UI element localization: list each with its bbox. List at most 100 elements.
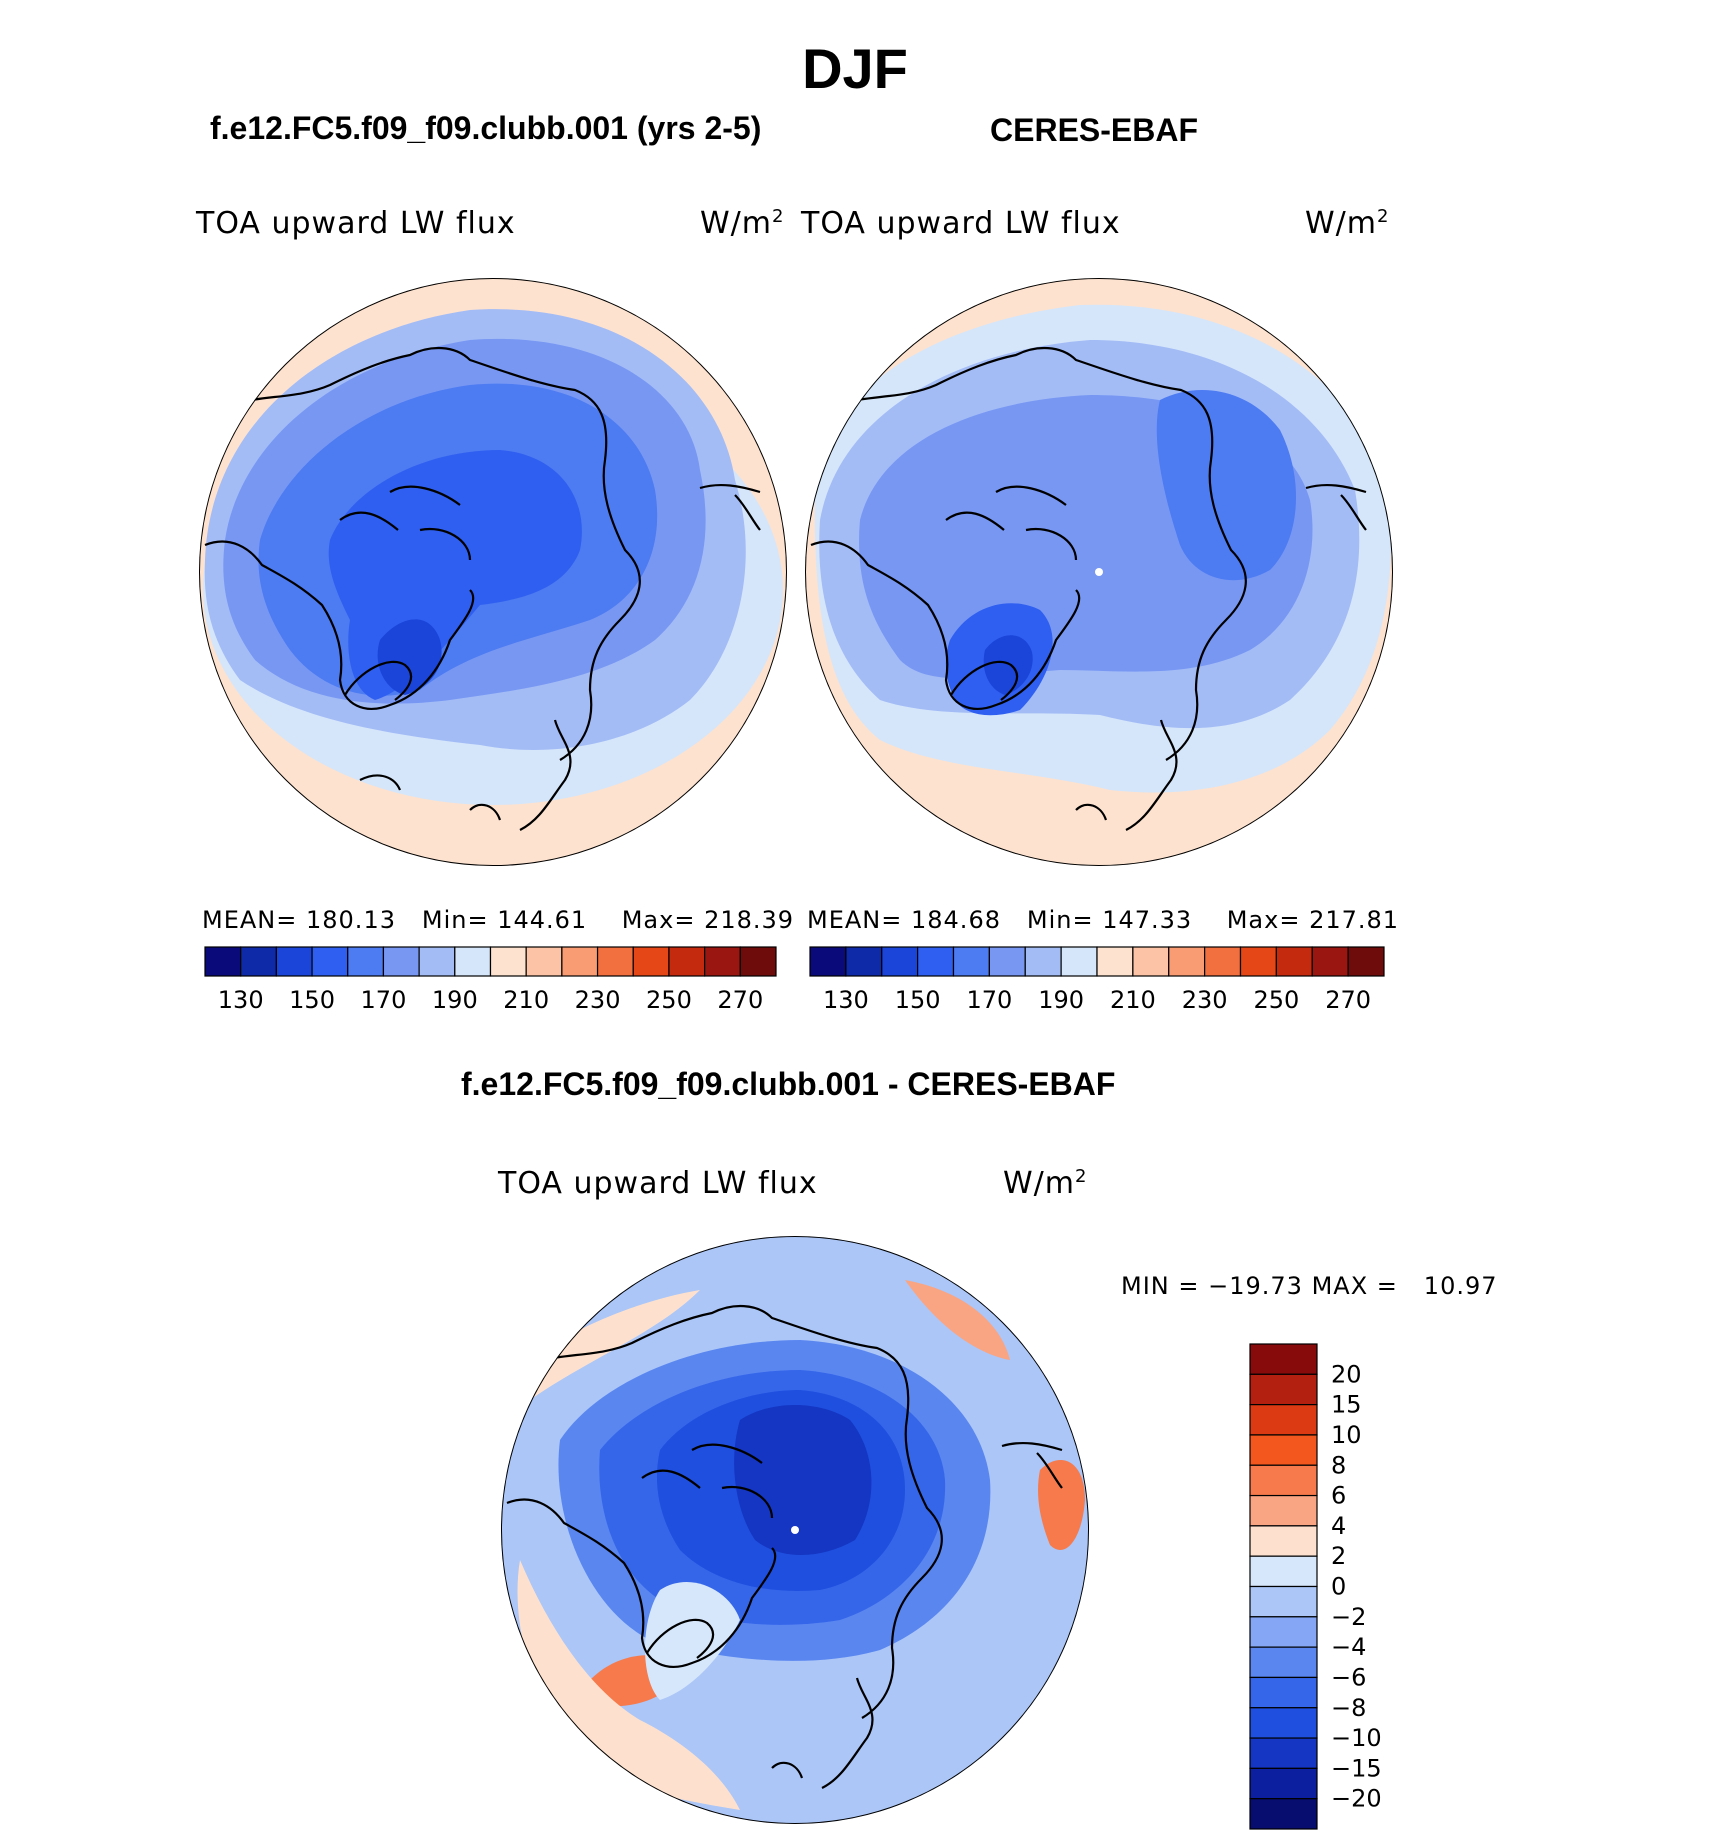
colorbar-tick-label: 230 bbox=[575, 986, 621, 1014]
map-diff-pos-nw bbox=[505, 1290, 700, 1420]
colorbar-swatch bbox=[1249, 1464, 1318, 1497]
colorbar-tick-label: −6 bbox=[1331, 1663, 1366, 1691]
colorbar-tick-label: 210 bbox=[1110, 986, 1156, 1014]
colorbar-swatch bbox=[311, 946, 349, 977]
colorbar-tick-label: 8 bbox=[1331, 1451, 1346, 1479]
colorbar-swatch bbox=[1249, 1676, 1318, 1709]
panel-diff-title: f.e12.FC5.f09_f09.clubb.001 - CERES-EBAF bbox=[461, 1066, 1116, 1102]
panel-left-title: f.e12.FC5.f09_f09.clubb.001 (yrs 2-5) bbox=[210, 110, 762, 146]
colorbar-swatch bbox=[917, 946, 955, 977]
colorbar-swatch bbox=[1249, 1616, 1318, 1648]
colorbar-swatch bbox=[809, 946, 847, 977]
colorbar-tick-label: 210 bbox=[503, 986, 549, 1014]
colorbar-tick-label: 190 bbox=[432, 986, 478, 1014]
colorbar-tick-label: 2 bbox=[1331, 1542, 1346, 1570]
panel-right-title: CERES-EBAF bbox=[990, 112, 1199, 148]
colorbar-swatch bbox=[1168, 946, 1206, 977]
colorbar-tick-label: 6 bbox=[1331, 1482, 1346, 1510]
colorbar-swatch bbox=[1249, 1585, 1318, 1618]
colorbar-swatch bbox=[1249, 1525, 1318, 1557]
colorbar-swatch bbox=[1239, 946, 1277, 977]
colorbar-swatch bbox=[525, 946, 563, 977]
colorbar-swatch bbox=[1249, 1434, 1318, 1466]
colorbar-tick-label: 270 bbox=[1325, 986, 1371, 1014]
colorbar-swatch bbox=[1249, 1737, 1318, 1769]
colorbar-swatch bbox=[454, 946, 492, 977]
colorbar-swatch bbox=[1249, 1555, 1318, 1588]
stats-left: MEAN= 180.13 Min= 144.61 Max= 218.39 bbox=[202, 906, 795, 934]
map-diff bbox=[501, 1236, 1089, 1824]
colorbar-tick-label: 0 bbox=[1331, 1573, 1346, 1601]
colorbar-tick-label: 10 bbox=[1331, 1421, 1362, 1449]
colorbar-swatch bbox=[1347, 946, 1385, 977]
colorbar-swatch bbox=[204, 946, 242, 977]
colorbar-tick-label: −20 bbox=[1331, 1785, 1382, 1813]
map-obs-contour-170 bbox=[1156, 390, 1297, 581]
colorbar-swatch bbox=[1249, 1707, 1318, 1739]
map-model-contour-150 bbox=[377, 619, 442, 695]
colorbar-swatch bbox=[704, 946, 741, 977]
colorbar-swatch bbox=[596, 946, 634, 977]
colorbar-obs: 130 150 170 190 210 230 250 270 bbox=[809, 946, 1385, 1014]
colorbar-swatch bbox=[1249, 1373, 1318, 1406]
colorbar-tick-label: 250 bbox=[646, 986, 692, 1014]
map-obs-pole-marker bbox=[1095, 568, 1103, 576]
colorbar-tick-label: 230 bbox=[1182, 986, 1228, 1014]
colorbar-swatch bbox=[632, 946, 670, 977]
units-label-left: W/m2 bbox=[700, 206, 785, 241]
page-title: DJF bbox=[802, 37, 908, 100]
colorbar-swatch bbox=[347, 946, 385, 977]
colorbar-tick-label: −8 bbox=[1331, 1694, 1366, 1722]
colorbar-model: 130 150 170 190 210 230 250 270 bbox=[204, 946, 777, 1014]
colorbar-swatch bbox=[1275, 946, 1313, 977]
colorbar-tick-label: 150 bbox=[895, 986, 941, 1014]
colorbar-swatch bbox=[382, 946, 420, 977]
colorbar-swatch bbox=[489, 946, 527, 977]
colorbar-swatch bbox=[1311, 946, 1349, 977]
colorbar-tick-label: −2 bbox=[1331, 1603, 1366, 1631]
colorbar-tick-label: 270 bbox=[717, 986, 763, 1014]
colorbar-swatch bbox=[1249, 1494, 1318, 1527]
colorbar-swatch bbox=[240, 946, 277, 977]
stats-diff: MIN = −19.73 MAX = 10.97 bbox=[1121, 1272, 1498, 1300]
colorbar-tick-label: 190 bbox=[1038, 986, 1084, 1014]
colorbar-tick-label: −15 bbox=[1331, 1754, 1382, 1782]
colorbar-tick-label: 130 bbox=[823, 986, 869, 1014]
colorbar-swatch bbox=[1132, 946, 1170, 977]
colorbar-tick-label: 20 bbox=[1331, 1360, 1362, 1388]
colorbar-tick-label: −10 bbox=[1331, 1724, 1382, 1752]
units-label-diff: W/m2 bbox=[1003, 1166, 1088, 1201]
colorbar-tick-label: 170 bbox=[361, 986, 407, 1014]
map-diff-pos-e bbox=[1038, 1460, 1085, 1550]
colorbar-swatch bbox=[988, 946, 1026, 977]
colorbar-swatch bbox=[418, 946, 456, 977]
colorbar-swatch bbox=[845, 946, 883, 977]
colorbar-tick-label: 150 bbox=[289, 986, 335, 1014]
colorbar-swatch bbox=[1249, 1798, 1318, 1830]
map-diff-pos-ne bbox=[905, 1280, 1010, 1360]
colorbar-tick-label: 4 bbox=[1331, 1512, 1346, 1540]
map-model bbox=[199, 278, 787, 866]
colorbar-swatch bbox=[1024, 946, 1062, 977]
colorbar-tick-label: 170 bbox=[966, 986, 1012, 1014]
colorbar-swatch bbox=[1249, 1404, 1318, 1436]
colorbar-swatch bbox=[739, 946, 777, 977]
colorbar-tick-label: 15 bbox=[1331, 1391, 1362, 1419]
map-diff-contour--15 bbox=[734, 1405, 872, 1555]
colorbar-swatch bbox=[952, 946, 990, 977]
colorbar-swatch bbox=[881, 946, 919, 977]
map-diff-pole-marker bbox=[791, 1526, 799, 1534]
colorbar-swatch bbox=[561, 946, 599, 977]
map-obs-contour-150 bbox=[983, 635, 1033, 695]
colorbar-tick-label: 250 bbox=[1253, 986, 1299, 1014]
colorbar-swatch bbox=[1096, 946, 1134, 977]
colorbar-tick-label: 130 bbox=[218, 986, 264, 1014]
stats-right: MEAN= 184.68 Min= 147.33 Max= 217.81 bbox=[807, 906, 1400, 934]
colorbar-swatch bbox=[1249, 1767, 1318, 1800]
variable-label-diff: TOA upward LW flux bbox=[498, 1166, 818, 1201]
colorbar-swatch bbox=[1249, 1343, 1318, 1375]
map-diff-greenland-light bbox=[645, 1581, 740, 1700]
colorbar-swatch bbox=[668, 946, 706, 977]
